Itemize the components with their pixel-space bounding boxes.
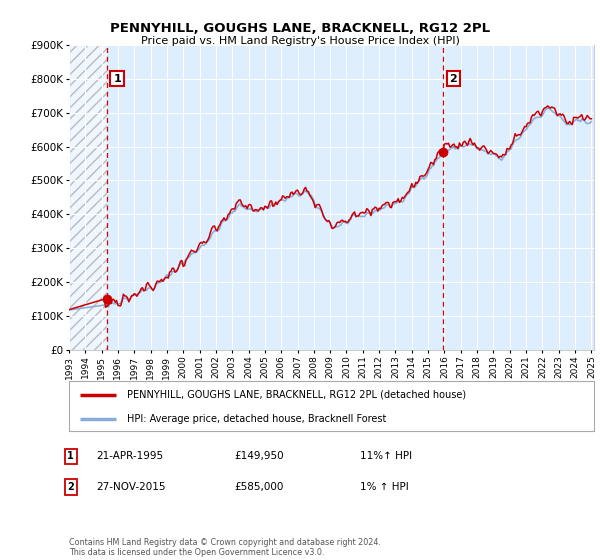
- Bar: [69, 45, 107, 350]
- Text: 2: 2: [449, 74, 457, 83]
- Line: PENNYHILL, GOUGHS LANE, BRACKNELL, RG12 2PL (detached house): PENNYHILL, GOUGHS LANE, BRACKNELL, RG12 …: [69, 106, 592, 310]
- Text: PENNYHILL, GOUGHS LANE, BRACKNELL, RG12 2PL (detached house): PENNYHILL, GOUGHS LANE, BRACKNELL, RG12 …: [127, 390, 466, 400]
- Text: Contains HM Land Registry data © Crown copyright and database right 2024.
This d: Contains HM Land Registry data © Crown c…: [69, 538, 381, 557]
- Text: £149,950: £149,950: [234, 451, 284, 461]
- Text: HPI: Average price, detached house, Bracknell Forest: HPI: Average price, detached house, Brac…: [127, 414, 386, 423]
- Text: 11%↑ HPI: 11%↑ HPI: [360, 451, 412, 461]
- Text: 1: 1: [113, 74, 121, 83]
- Text: 21-APR-1995: 21-APR-1995: [96, 451, 163, 461]
- Text: 2: 2: [67, 482, 74, 492]
- Text: £585,000: £585,000: [234, 482, 283, 492]
- Text: PENNYHILL, GOUGHS LANE, BRACKNELL, RG12 2PL: PENNYHILL, GOUGHS LANE, BRACKNELL, RG12 …: [110, 22, 490, 35]
- Text: Price paid vs. HM Land Registry's House Price Index (HPI): Price paid vs. HM Land Registry's House …: [140, 36, 460, 46]
- Text: 1: 1: [67, 451, 74, 461]
- Text: 1% ↑ HPI: 1% ↑ HPI: [360, 482, 409, 492]
- Text: 27-NOV-2015: 27-NOV-2015: [96, 482, 166, 492]
- Line: HPI: Average price, detached house, Bracknell Forest: HPI: Average price, detached house, Brac…: [69, 108, 592, 310]
- Bar: [69, 45, 107, 350]
